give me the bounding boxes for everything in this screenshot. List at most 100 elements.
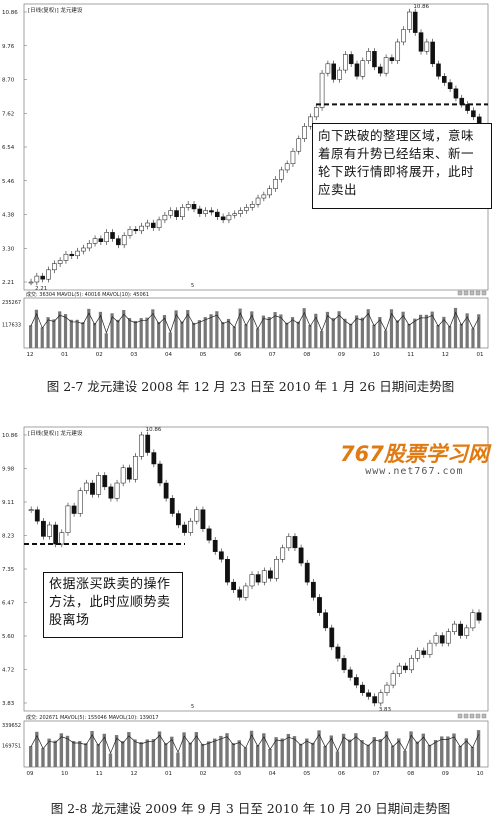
candle-body [366, 51, 371, 61]
candle-body [433, 635, 439, 644]
volume-bar [47, 738, 51, 767]
volume-bar [200, 743, 205, 767]
x-tick-label: 12 [27, 352, 34, 358]
volume-bar [231, 743, 235, 767]
volume-bar [121, 741, 125, 767]
volume-bar [458, 745, 462, 767]
volume-header: 成交: 36304 MAVOL(5): 40016 MAVOL(10): 450… [26, 291, 149, 298]
volume-bar [320, 331, 324, 348]
volume-bar [215, 311, 219, 348]
volume-bar [415, 741, 419, 767]
volume-bar [349, 323, 353, 348]
volume-bar [262, 733, 266, 767]
chart-1: [日线(复权)] 龙元建设 10.86 9.76 8.70 7.62 6.54 5.46 4.… [0, 0, 501, 365]
chart-header: [日线(复权)] 龙元建设 [28, 6, 83, 14]
y-tick-label: 4.38 [2, 213, 15, 219]
volume-bar [390, 745, 395, 767]
candle-body [59, 532, 65, 545]
x-tick-label: 03 [234, 771, 241, 775]
volume-bar [116, 319, 120, 348]
volume-bar [354, 315, 359, 348]
volume-bar [267, 317, 271, 348]
candle-body [412, 11, 418, 33]
candle-body [185, 204, 191, 208]
candle-body [98, 238, 104, 242]
x-tick-label: 09 [27, 771, 34, 775]
candle-body [96, 475, 102, 495]
x-tick-label: 12 [130, 771, 137, 775]
volume-bar [219, 735, 223, 767]
volume-bar [256, 745, 260, 767]
candle-body [304, 562, 310, 583]
candle-body [395, 41, 401, 61]
volume-bar [389, 309, 394, 348]
volume-bar [286, 733, 291, 767]
volume-bar [127, 318, 132, 348]
candle-body [329, 627, 335, 648]
candle-body [274, 559, 279, 579]
volume-bar [52, 319, 56, 348]
x-tick-label: 01 [61, 352, 68, 358]
candle-body [188, 520, 194, 533]
volume-bar [442, 316, 446, 348]
candle-body [249, 574, 255, 587]
toolbar-button [469, 713, 475, 719]
volume-bar [335, 751, 340, 767]
volume-bar [250, 311, 254, 348]
candle-body [182, 524, 187, 533]
candle-body [150, 222, 156, 228]
volume-bar [302, 308, 306, 348]
volume-bar [29, 325, 33, 348]
volume-bar [430, 311, 434, 348]
candle-body [71, 505, 77, 514]
candle-body [57, 260, 63, 264]
toolbar-button [463, 290, 469, 296]
volume-bar [65, 735, 70, 767]
chart-header: [日线(复权)] 龙元建设 [28, 429, 83, 437]
volume-bar [108, 753, 113, 767]
volume-y-tick: 169751 [2, 744, 21, 750]
volume-bar [448, 326, 452, 348]
volume-bar [292, 736, 297, 767]
low-price-label: 2.21 [35, 286, 47, 292]
candle-body [383, 57, 389, 74]
volume-bar [244, 324, 248, 348]
volume-bar [81, 322, 85, 348]
volume-bar [151, 309, 155, 348]
y-tick-label: 3.83 [2, 701, 15, 707]
y-tick-label: 4.72 [2, 668, 14, 674]
candle-body [53, 524, 59, 545]
volume-bar [433, 740, 438, 767]
candle-body [226, 214, 232, 221]
candle-body [163, 482, 169, 499]
volume-bar [446, 736, 450, 767]
candle-body [353, 677, 359, 686]
x-tick-label: 01 [477, 352, 484, 358]
y-tick-label: 2.21 [2, 280, 14, 286]
candle-body [206, 528, 212, 541]
volume-bar [209, 314, 213, 348]
candle-body [384, 684, 390, 693]
candle-body [360, 60, 366, 77]
volume-bar [329, 735, 333, 767]
candle-body [232, 213, 238, 216]
volume-bar [453, 307, 458, 348]
candle-body [402, 665, 408, 671]
candle-body [162, 214, 168, 221]
volume-bar [29, 746, 33, 767]
volume-bar [477, 314, 481, 348]
volume-bar [395, 320, 399, 348]
volume-bar [206, 741, 211, 767]
toolbar-button [457, 290, 463, 296]
volume-bar [409, 731, 413, 767]
y-tick-label: 8.23 [2, 534, 15, 540]
toolbar-button [481, 290, 487, 296]
volume-bar [421, 733, 426, 767]
volume-bar [465, 313, 469, 348]
volume-bar [170, 736, 174, 767]
volume-bar [452, 733, 456, 767]
candle-body [92, 238, 98, 244]
candle-body [424, 41, 430, 52]
candle-body [347, 669, 353, 678]
candle-body [83, 482, 89, 491]
